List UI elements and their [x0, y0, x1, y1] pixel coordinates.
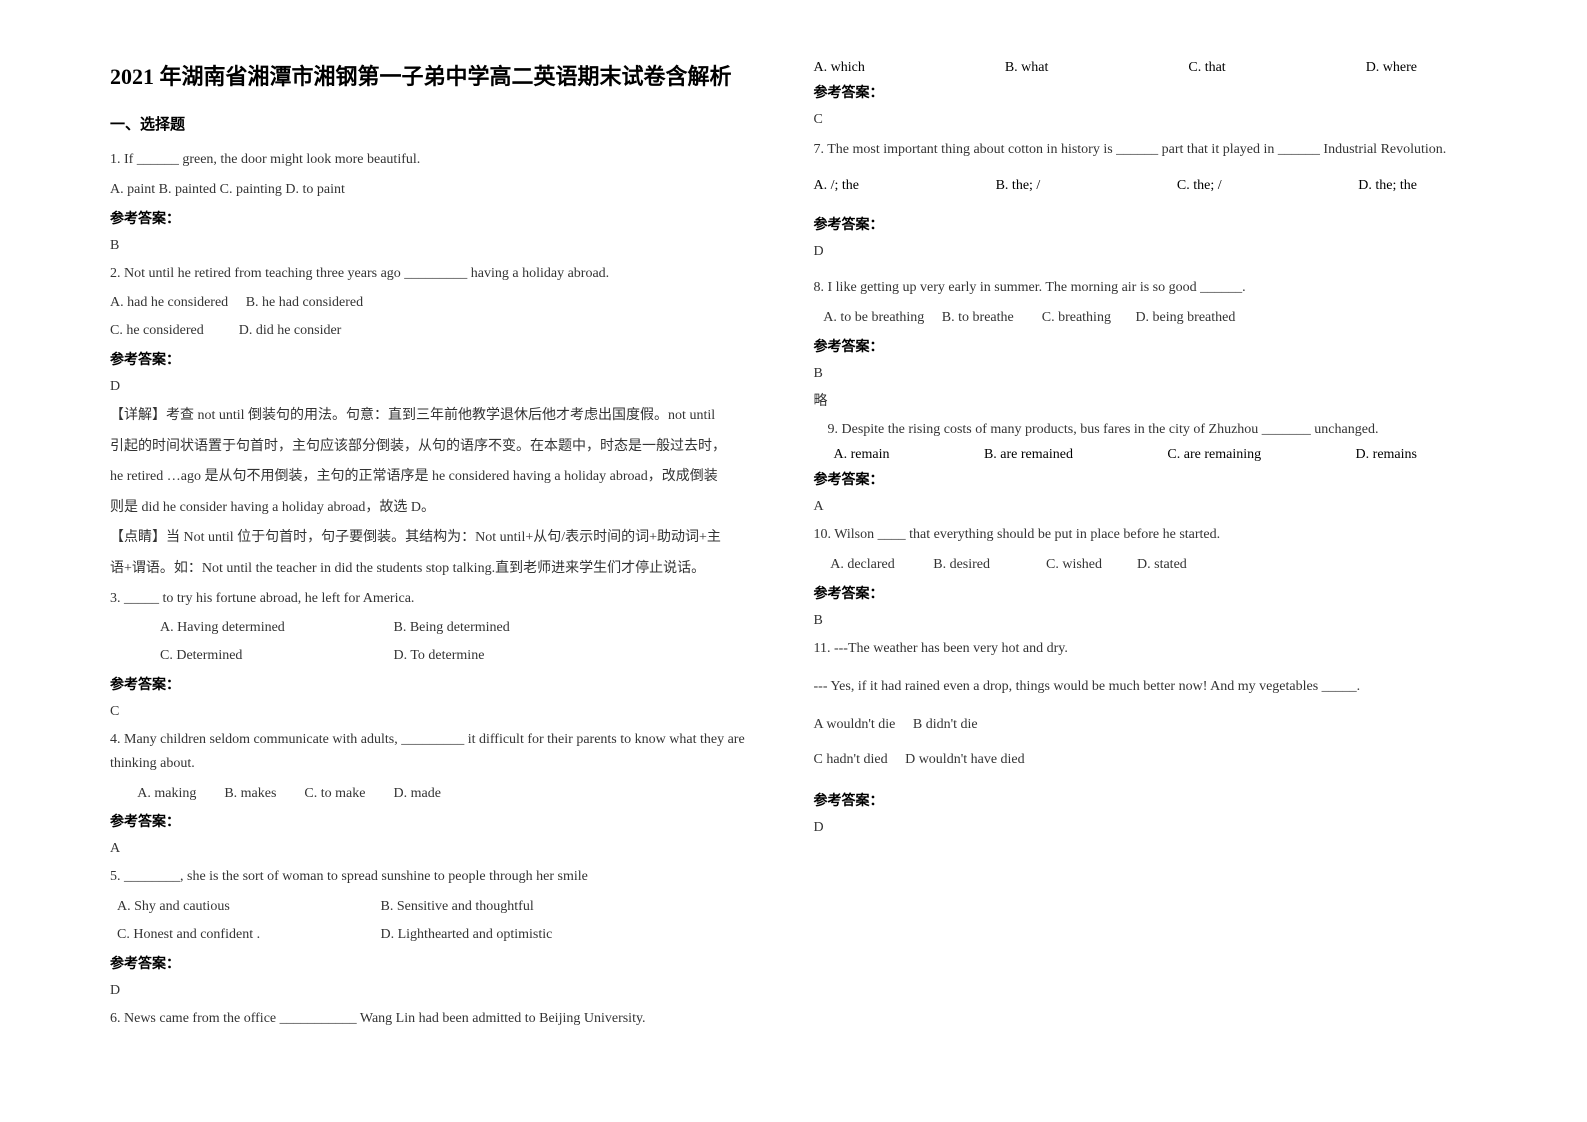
q6-answer: C	[814, 112, 1478, 128]
left-column: 2021 年湖南省湘潭市湘钢第一子弟中学高二英语期末试卷含解析 一、选择题 1.…	[90, 60, 794, 1062]
q5-optB: B. Sensitive and thoughtful	[381, 899, 534, 914]
section-title: 一、选择题	[110, 113, 774, 134]
q5-optA: A. Shy and cautious	[117, 895, 377, 919]
q10-options: A. declared B. desired C. wished D. stat…	[814, 553, 1478, 577]
q2-optC: C. he considered	[110, 323, 204, 338]
q2-exp1: 【详解】考查 not until 倒装句的用法。句意：直到三年前他教学退休后他才…	[110, 403, 774, 430]
q8-answer-label: 参考答案：	[814, 336, 1478, 356]
q2-exp3: he retired …ago 是从句不用倒装，主句的正常语序是 he cons…	[110, 464, 774, 491]
q2-exp6: 语+谓语。如：Not until the teacher in did the …	[110, 556, 774, 583]
q11-optC: C hadn't died	[814, 752, 888, 767]
q7-answer-label: 参考答案：	[814, 214, 1478, 234]
q10-text: 10. Wilson ____ that everything should b…	[814, 523, 1478, 547]
q8-note: 略	[814, 390, 1478, 410]
q6-answer-label: 参考答案：	[814, 82, 1478, 102]
q8-text: 8. I like getting up very early in summe…	[814, 276, 1478, 300]
exam-title: 2021 年湖南省湘潭市湘钢第一子弟中学高二英语期末试卷含解析	[110, 60, 774, 93]
q10-answer: B	[814, 613, 1478, 629]
q1-answer: B	[110, 238, 774, 254]
q6-optC: C. that	[1188, 60, 1225, 76]
q11-text2: --- Yes, if it had rained even a drop, t…	[814, 675, 1478, 699]
q7-optB: B. the; /	[996, 178, 1041, 194]
q11-options-ab: A wouldn't die B didn't die	[814, 713, 1478, 737]
q5-answer: D	[110, 983, 774, 999]
q8-options: A. to be breathing B. to breathe C. brea…	[814, 306, 1478, 330]
q7-text: 7. The most important thing about cotton…	[814, 136, 1478, 164]
q3-optA: A. Having determined	[160, 616, 390, 640]
q11-optA: A wouldn't die	[814, 717, 896, 732]
q4-answer: A	[110, 841, 774, 857]
q3-options-cd: C. Determined D. To determine	[110, 644, 774, 668]
q4-options: A. making B. makes C. to make D. made	[110, 782, 774, 806]
q3-optD: D. To determine	[394, 648, 485, 663]
q6-options: A. which B. what C. that D. where	[814, 60, 1478, 76]
q9-options: A. remain B. are remained C. are remaini…	[814, 447, 1478, 463]
q1-text: 1. If ______ green, the door might look …	[110, 148, 774, 172]
q2-answer-label: 参考答案：	[110, 349, 774, 369]
q6-optA: A. which	[814, 60, 865, 76]
q2-exp4: 则是 did he consider having a holiday abro…	[110, 495, 774, 522]
q2-text: 2. Not until he retired from teaching th…	[110, 262, 774, 286]
q6-optD: D. where	[1366, 60, 1417, 76]
q11-optB: B didn't die	[913, 717, 978, 732]
q2-optA: A. had he considered	[110, 295, 228, 310]
q4-answer-label: 参考答案：	[110, 811, 774, 831]
q5-answer-label: 参考答案：	[110, 953, 774, 973]
q2-optB: B. he had considered	[246, 295, 363, 310]
q3-optC: C. Determined	[160, 644, 390, 668]
q3-answer-label: 参考答案：	[110, 674, 774, 694]
q6-text: 6. News came from the office ___________…	[110, 1007, 774, 1031]
q11-text1: 11. ---The weather has been very hot and…	[814, 637, 1478, 661]
q5-optD: D. Lighthearted and optimistic	[381, 927, 553, 942]
q9-answer: A	[814, 499, 1478, 515]
q7-optD: D. the; the	[1358, 178, 1417, 194]
right-column: A. which B. what C. that D. where 参考答案： …	[794, 60, 1498, 1062]
q10-answer-label: 参考答案：	[814, 583, 1478, 603]
q6-optB: B. what	[1005, 60, 1049, 76]
q2-optD: D. did he consider	[239, 323, 342, 338]
q1-answer-label: 参考答案：	[110, 208, 774, 228]
q5-options-cd: C. Honest and confident . D. Lighthearte…	[110, 923, 774, 947]
q2-options-cd: C. he considered D. did he consider	[110, 319, 774, 343]
q3-options-ab: A. Having determined B. Being determined	[110, 616, 774, 640]
q5-text: 5. ________, she is the sort of woman to…	[110, 865, 774, 889]
q11-answer-label: 参考答案：	[814, 790, 1478, 810]
q3-text: 3. _____ to try his fortune abroad, he l…	[110, 587, 774, 611]
q7-optA: A. /; the	[814, 178, 860, 194]
q9-optC: C. are remaining	[1167, 447, 1261, 463]
q9-optA: A. remain	[834, 447, 890, 463]
q7-answer: D	[814, 244, 1478, 260]
q8-answer: B	[814, 366, 1478, 382]
q2-exp5: 【点睛】当 Not until 位于句首时，句子要倒装。其结构为：Not unt…	[110, 525, 774, 552]
q2-exp2: 引起的时间状语置于句首时，主句应该部分倒装，从句的语序不变。在本题中，时态是一般…	[110, 434, 774, 461]
q9-text: 9. Despite the rising costs of many prod…	[814, 418, 1478, 442]
q3-optB: B. Being determined	[394, 620, 510, 635]
q1-options: A. paint B. painted C. painting D. to pa…	[110, 178, 774, 202]
q2-answer: D	[110, 379, 774, 395]
q11-optD: D wouldn't have died	[905, 752, 1025, 767]
q2-options-ab: A. had he considered B. he had considere…	[110, 291, 774, 315]
q9-optB: B. are remained	[984, 447, 1073, 463]
q11-options-cd: C hadn't died D wouldn't have died	[814, 748, 1478, 772]
q3-answer: C	[110, 704, 774, 720]
q4-text: 4. Many children seldom communicate with…	[110, 728, 774, 776]
q9-answer-label: 参考答案：	[814, 469, 1478, 489]
q5-optC: C. Honest and confident .	[117, 923, 377, 947]
q7-options: A. /; the B. the; / C. the; / D. the; th…	[814, 178, 1478, 194]
q9-optD: D. remains	[1356, 447, 1417, 463]
q7-optC: C. the; /	[1177, 178, 1222, 194]
q5-options-ab: A. Shy and cautious B. Sensitive and tho…	[110, 895, 774, 919]
q11-answer: D	[814, 820, 1478, 836]
